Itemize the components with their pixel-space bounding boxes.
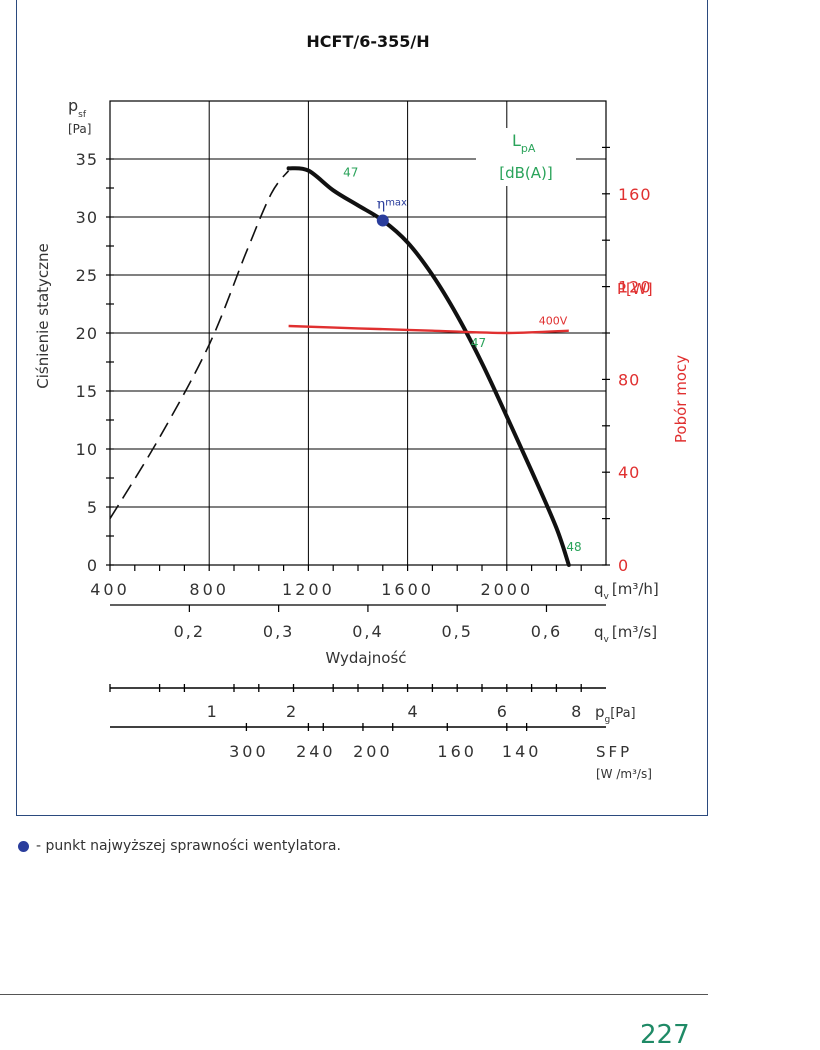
- x-tick-label-3: 1600: [381, 580, 434, 599]
- sfp-tick-label-2: 200: [353, 742, 393, 761]
- fan-characteristic-chart: HCFT/6-355/H Ciśnienie statyczne psf [Pa…: [34, 32, 690, 781]
- noise-value-labels: 47 47 48: [343, 165, 581, 554]
- y2-axis-unit: P[W]: [617, 280, 653, 298]
- footnote: - punkt najwyższej sprawności wentylator…: [18, 838, 341, 854]
- y2-tick-labels: 0 40 80 120 160: [618, 185, 652, 575]
- y-tick-label-7: 35: [76, 150, 98, 169]
- x2-tick-label-3: 0,5: [441, 622, 472, 641]
- x2-axis-unit: qv [m³/s]: [594, 623, 657, 645]
- x-tick-label-4: 2000: [480, 580, 533, 599]
- sfp-scale-label: SFP: [596, 743, 632, 761]
- noise-label: LpA: [512, 131, 536, 155]
- noise-value-label-0: 47: [343, 165, 358, 179]
- noise-value-label-1: 47: [471, 336, 486, 350]
- y-tick-label-2: 10: [76, 440, 98, 459]
- x-tick-label-1: 800: [189, 580, 229, 599]
- y2-tick-label-0: 0: [618, 556, 629, 575]
- sfp-scale-ticks: 300 240 200 160 140: [229, 723, 542, 761]
- tick-marks: [106, 146, 610, 571]
- y-tick-label-4: 20: [76, 324, 98, 343]
- pressure-curve: [286, 166, 571, 567]
- y2-tick-label-4: 160: [618, 185, 652, 204]
- max-efficiency-label: ηmax: [377, 196, 407, 212]
- x2-tick-label-4: 0,6: [531, 622, 562, 641]
- y-axis-title: Ciśnienie statyczne: [34, 243, 52, 389]
- chart-frame: [16, 0, 708, 816]
- x2-tick-labels: 0,2 0,3 0,4 0,5 0,6: [174, 605, 562, 641]
- noise-value-label-2: 48: [566, 540, 581, 554]
- y2-axis-title: Pobór mocy: [672, 355, 690, 443]
- y-axis-unit: [Pa]: [68, 122, 91, 136]
- pg-tick-label-2: 4: [407, 702, 417, 721]
- power-curve-label: 400V: [539, 315, 568, 328]
- pg-tick-label-3: 6: [497, 702, 507, 721]
- x-tick-labels: 400 800 1200 1600 2000: [90, 580, 533, 599]
- x-axis-title: Wydajność: [325, 649, 406, 667]
- x2-tick-label-1: 0,3: [263, 622, 294, 641]
- y2-tick-label-1: 40: [618, 463, 640, 482]
- power-curve: [288, 324, 569, 335]
- sfp-tick-label-3: 160: [437, 742, 477, 761]
- chart-title: HCFT/6-355/H: [306, 32, 429, 51]
- pg-tick-label-4: 8: [571, 702, 581, 721]
- y-tick-label-6: 30: [76, 208, 98, 227]
- pg-tick-label-1: 2: [286, 702, 296, 721]
- x2-tick-label-0: 0,2: [174, 622, 205, 641]
- y-tick-label-5: 25: [76, 266, 98, 285]
- y-tick-label-1: 5: [87, 498, 98, 517]
- y-axis-symbol: psf: [68, 96, 87, 120]
- x-axis-unit: qv [m³/h]: [594, 580, 659, 602]
- x-tick-label-2: 1200: [282, 580, 335, 599]
- pressure-curve-stall: [109, 170, 290, 520]
- y2-tick-label-2: 80: [618, 370, 640, 389]
- pg-tick-label-0: 1: [207, 702, 217, 721]
- page-rule: [0, 994, 708, 995]
- noise-unit: [dB(A)]: [499, 164, 552, 182]
- pg-scale-unit: pg[Pa]: [595, 703, 636, 725]
- sfp-scale-unit: [W /m³/s]: [596, 767, 652, 781]
- max-efficiency-point: [376, 214, 389, 227]
- x-tick-label-0: 400: [90, 580, 130, 599]
- y2-tick-label-3: 120: [618, 278, 652, 297]
- y-tick-label-0: 0: [87, 556, 98, 575]
- footnote-text: - punkt najwyższej sprawności wentylator…: [36, 838, 341, 854]
- y-tick-label-3: 15: [76, 382, 98, 401]
- noise-label-box: [476, 128, 576, 186]
- sfp-tick-label-4: 140: [502, 742, 542, 761]
- y-tick-labels: 0 5 10 15 20 25 30 35: [76, 150, 98, 575]
- sfp-tick-label-0: 300: [229, 742, 269, 761]
- sfp-tick-label-1: 240: [296, 742, 336, 761]
- x2-tick-label-2: 0,4: [352, 622, 383, 641]
- max-efficiency-dot-icon: [18, 840, 29, 852]
- page-number: 227: [640, 1020, 690, 1050]
- pg-scale-ticks: 1 2 4 6 8: [109, 684, 582, 721]
